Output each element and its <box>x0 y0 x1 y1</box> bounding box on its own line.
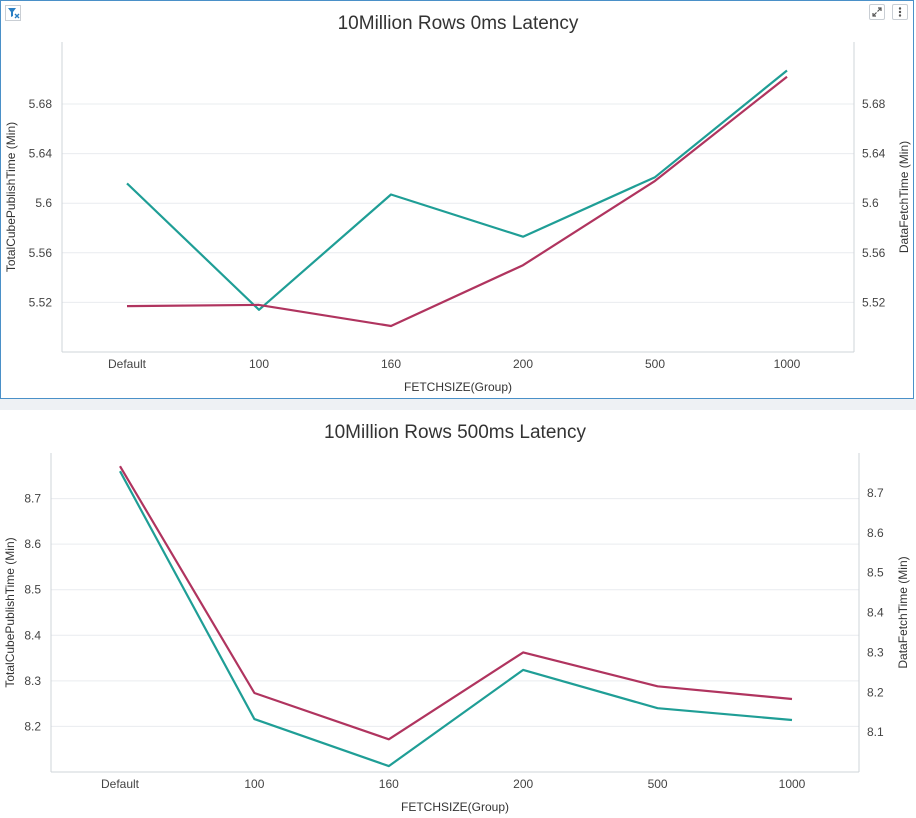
filter-clear-icon[interactable] <box>5 5 21 21</box>
series-line-totalcubepublishtime <box>119 470 793 768</box>
y-right-tick-label: 8.4 <box>867 606 884 620</box>
y-right-tick-label: 8.7 <box>867 486 884 500</box>
line-chart-0ms-latency: 10Million Rows 0ms Latency 5.52 5.56 5.6 5.6… <box>4 13 911 394</box>
x-tick-label: 500 <box>648 777 668 791</box>
y-left-tick-label: 5.6 <box>35 196 52 210</box>
x-tick-label: 100 <box>249 357 269 371</box>
y-left-tick-label: 8.5 <box>24 583 41 597</box>
chart-panel-bottom: 10Million Rows 500ms Latency 8.2 8.3 8.4 8.5… <box>0 410 914 818</box>
y-left-tick-label: 8.3 <box>24 674 41 688</box>
x-tick-label: 500 <box>645 357 665 371</box>
y-right-tick-label: 8.1 <box>867 725 884 739</box>
x-tick-label: Default <box>101 777 140 791</box>
y-axis-left-title: TotalCubePublishTime (Min) <box>3 537 17 687</box>
y-right-tick-label: 5.64 <box>862 147 886 161</box>
y-left-tick-label: 8.4 <box>24 628 41 642</box>
x-tick-label: Default <box>108 357 147 371</box>
x-tick-label: 1000 <box>779 777 806 791</box>
y-right-tick-label: 8.5 <box>867 566 884 580</box>
y-axis-right-title: DataFetchTime (Min) <box>897 141 911 253</box>
x-tick-label: 100 <box>244 777 264 791</box>
panel-divider <box>0 399 916 410</box>
series-line-datafetchtime <box>126 75 788 328</box>
y-right-tick-label: 5.68 <box>862 97 886 111</box>
more-vertical-icon[interactable] <box>892 4 908 20</box>
chart-panel-top: 10Million Rows 0ms Latency 5.52 5.56 5.6 5.6… <box>0 0 914 399</box>
y-right-tick-label: 8.2 <box>867 685 884 699</box>
y-axis-left-title: TotalCubePublishTime (Min) <box>4 122 18 272</box>
x-tick-label: 200 <box>513 357 533 371</box>
y-left-tick-label: 5.56 <box>29 246 53 260</box>
y-left-tick-label: 5.68 <box>29 97 53 111</box>
x-tick-label: 160 <box>381 357 401 371</box>
y-right-tick-label: 5.56 <box>862 246 886 260</box>
expand-icon[interactable] <box>869 4 885 20</box>
y-left-tick-label: 8.7 <box>24 492 41 506</box>
x-axis-title: FETCHSIZE(Group) <box>401 800 509 814</box>
series-line-totalcubepublishtime <box>126 69 788 311</box>
line-chart-500ms-latency: 10Million Rows 500ms Latency 8.2 8.3 8.4 8.5… <box>3 422 910 814</box>
chart-title: 10Million Rows 0ms Latency <box>338 13 579 34</box>
y-left-tick-label: 5.52 <box>29 295 53 309</box>
x-tick-label: 200 <box>513 777 533 791</box>
x-axis-title: FETCHSIZE(Group) <box>404 380 512 394</box>
y-right-tick-label: 8.3 <box>867 645 884 659</box>
y-right-tick-label: 5.52 <box>862 295 886 309</box>
y-left-tick-label: 5.64 <box>29 147 53 161</box>
y-left-tick-label: 8.2 <box>24 719 41 733</box>
x-tick-label: 160 <box>379 777 399 791</box>
y-right-tick-label: 5.6 <box>862 196 879 210</box>
y-axis-right-title: DataFetchTime (Min) <box>896 556 910 668</box>
chart-title: 10Million Rows 500ms Latency <box>324 422 586 443</box>
series-line-datafetchtime <box>119 465 793 741</box>
y-right-tick-label: 8.6 <box>867 526 884 540</box>
y-left-tick-label: 8.6 <box>24 537 41 551</box>
x-tick-label: 1000 <box>774 357 801 371</box>
